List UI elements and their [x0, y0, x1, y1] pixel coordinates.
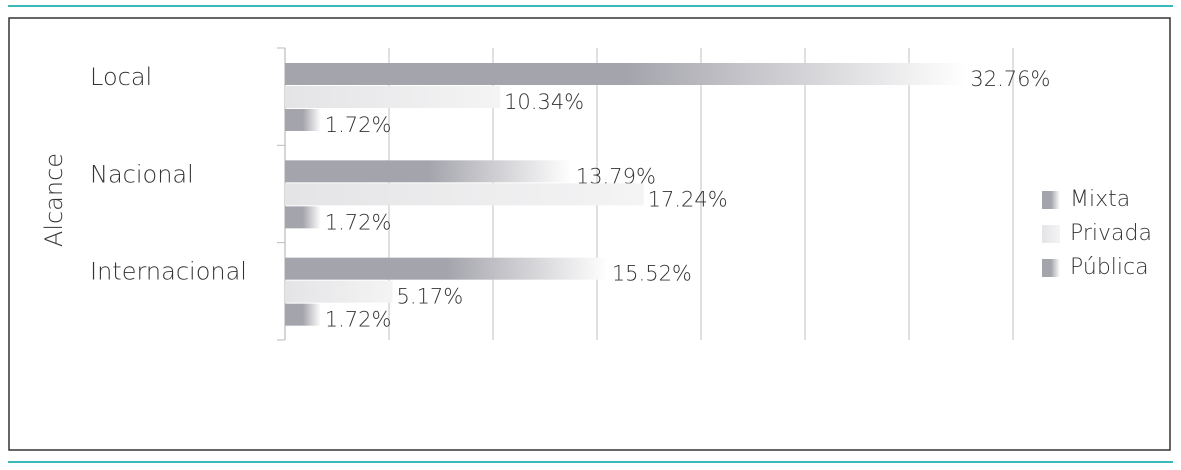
- legend-label: Pública: [1070, 255, 1149, 280]
- value-label: 5.17%: [397, 285, 464, 309]
- y-tick-label: Local: [90, 63, 152, 91]
- bar: [285, 280, 393, 303]
- value-label: 17.24%: [648, 187, 728, 211]
- value-label: 1.72%: [325, 210, 392, 234]
- legend-swatch: [1042, 191, 1060, 209]
- value-label: 1.72%: [325, 308, 392, 332]
- bar: [285, 109, 321, 131]
- value-label: 32.76%: [970, 67, 1050, 91]
- y-axis-title: Alcance: [40, 153, 68, 247]
- frame: [8, 17, 1171, 451]
- bar: [285, 257, 608, 280]
- bar: [285, 303, 321, 326]
- legend-label: Mixta: [1070, 187, 1130, 212]
- legend-swatch: [1042, 225, 1060, 243]
- bar: [285, 86, 501, 108]
- value-label: 1.72%: [325, 113, 392, 137]
- y-tick-label: Internacional: [90, 258, 247, 286]
- legend-swatch: [1042, 259, 1060, 277]
- bar: [285, 206, 321, 229]
- value-label: 15.52%: [612, 262, 692, 286]
- value-label: 10.34%: [504, 90, 584, 114]
- y-tick-label: Nacional: [90, 160, 194, 188]
- legend-label: Privada: [1070, 221, 1152, 246]
- bar: [285, 63, 967, 85]
- bar: [285, 183, 644, 206]
- bar: [285, 160, 572, 183]
